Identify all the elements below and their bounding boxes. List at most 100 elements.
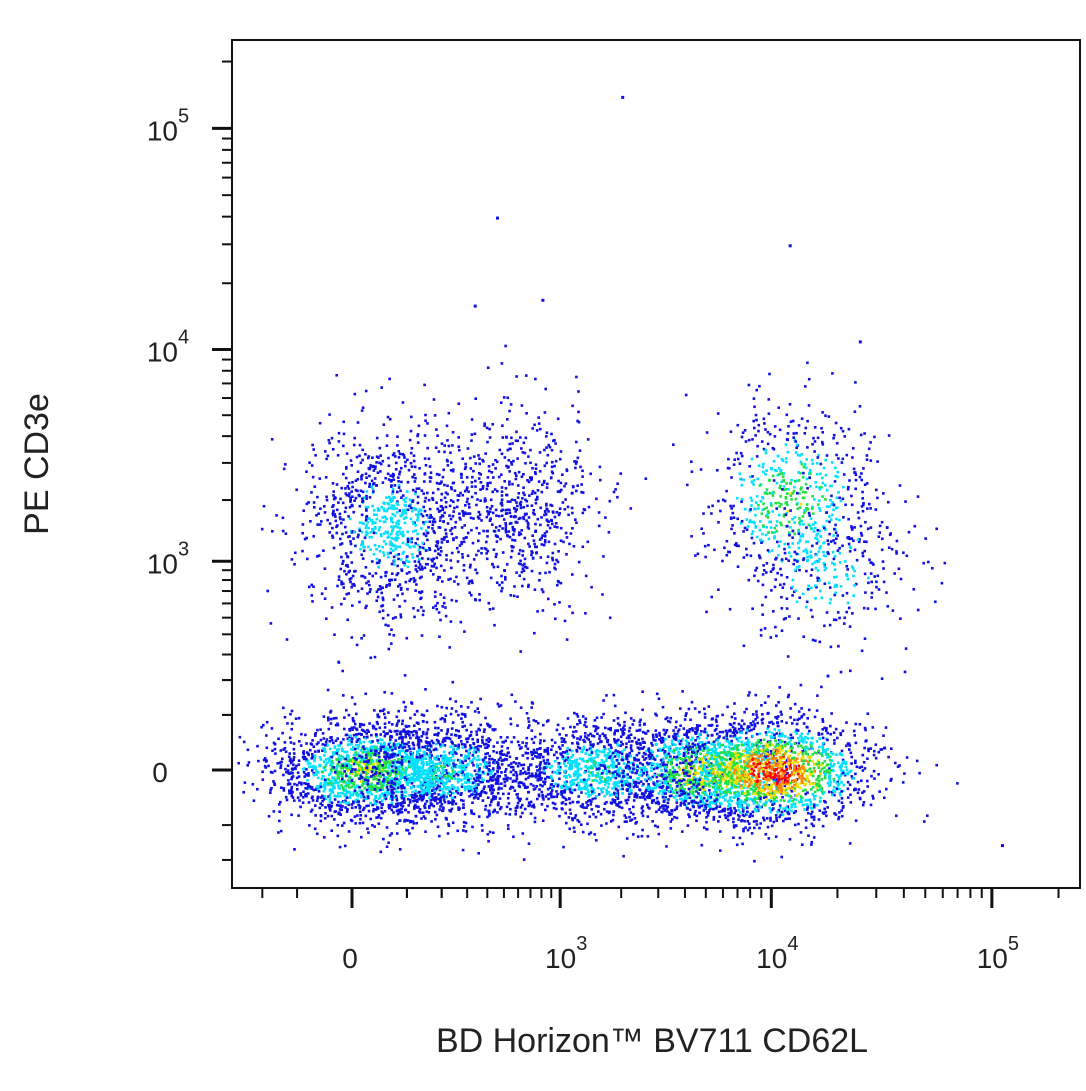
- event-dot: [332, 786, 335, 790]
- event-dot: [357, 800, 361, 803]
- event-dot: [496, 781, 499, 784]
- event-dot: [499, 736, 503, 739]
- event-dot: [458, 766, 461, 769]
- event-dot: [510, 740, 513, 744]
- event-dot: [333, 798, 337, 801]
- event-dot: [380, 810, 384, 813]
- event-dot: [678, 752, 682, 756]
- event-dot: [619, 735, 623, 738]
- event-dot: [391, 769, 394, 773]
- event-dot: [464, 756, 468, 760]
- event-dot: [425, 709, 429, 713]
- event-dot: [470, 812, 474, 815]
- event-dot: [649, 778, 652, 781]
- event-dot: [711, 733, 714, 737]
- event-dot: [621, 732, 625, 735]
- event-dot: [663, 765, 667, 769]
- event-dot: [362, 723, 366, 727]
- event-dot: [711, 800, 715, 804]
- event-dot: [397, 709, 400, 713]
- event-dot: [332, 741, 335, 745]
- event-dot: [407, 730, 410, 733]
- event-dot: [688, 808, 692, 811]
- event-dot: [279, 800, 282, 804]
- event-dot: [441, 716, 444, 720]
- event-dot: [706, 814, 710, 817]
- event-dot: [274, 752, 277, 755]
- event-dot: [685, 743, 689, 746]
- event-dot: [350, 803, 354, 806]
- event-dot: [553, 771, 556, 774]
- event-dot: [564, 764, 567, 768]
- event-dot: [668, 747, 672, 751]
- event-dot: [689, 718, 692, 722]
- event-dot: [512, 761, 516, 764]
- event-dot: [438, 834, 441, 838]
- event-dot: [340, 774, 343, 778]
- event-dot: [611, 756, 614, 760]
- event-dot: [664, 798, 668, 801]
- event-dot: [467, 753, 470, 757]
- event-dot: [447, 774, 450, 778]
- event-dot: [632, 781, 636, 784]
- event-dot: [315, 773, 318, 776]
- event-dot: [603, 734, 606, 738]
- event-dot: [332, 766, 335, 769]
- event-dot: [657, 808, 661, 812]
- event-dot: [385, 732, 389, 736]
- event-dot: [666, 810, 669, 813]
- event-dot: [449, 697, 452, 701]
- event-dot: [445, 818, 448, 821]
- event-dot: [406, 797, 410, 801]
- event-dot: [312, 767, 316, 770]
- event-dot: [622, 780, 625, 783]
- event-dot: [523, 770, 527, 774]
- event-dot: [344, 733, 348, 737]
- event-dot: [585, 801, 588, 804]
- event-dot: [437, 793, 440, 796]
- event-dot: [318, 756, 322, 759]
- event-dot: [347, 781, 351, 785]
- event-dot: [736, 769, 739, 772]
- event-dot: [543, 750, 546, 753]
- event-dot: [400, 796, 404, 800]
- event-dot: [467, 757, 471, 760]
- event-dot: [387, 764, 391, 767]
- event-dot: [362, 780, 366, 783]
- event-dot: [361, 747, 364, 750]
- event-dot: [379, 764, 382, 767]
- event-dot: [669, 716, 673, 720]
- event-dot: [568, 767, 571, 770]
- event-dot: [551, 801, 555, 805]
- event-dot: [404, 766, 408, 770]
- event-dot: [292, 763, 295, 767]
- event-dot: [613, 732, 616, 736]
- event-dot: [472, 741, 475, 745]
- event-dot: [620, 740, 623, 744]
- event-dot: [372, 777, 375, 781]
- event-dot: [740, 790, 744, 794]
- event-dot: [376, 722, 379, 726]
- event-dot: [693, 769, 697, 772]
- event-dot: [463, 777, 466, 780]
- event-dot: [664, 792, 667, 795]
- event-dot: [596, 726, 600, 730]
- event-dot: [482, 778, 485, 782]
- event-dot: [474, 783, 478, 787]
- event-dot: [715, 724, 719, 728]
- event-dot: [534, 772, 538, 775]
- event-dot: [659, 774, 662, 777]
- event-dot: [512, 779, 516, 783]
- event-dot: [428, 796, 431, 800]
- event-dot: [483, 785, 486, 788]
- event-dot: [651, 751, 654, 754]
- event-dot: [451, 764, 455, 768]
- event-dot: [289, 761, 293, 765]
- event-dot: [688, 765, 691, 769]
- event-dot: [429, 743, 432, 747]
- event-dot: [679, 787, 682, 790]
- event-dot: [353, 702, 357, 706]
- event-dot: [692, 764, 696, 768]
- event-dot: [460, 771, 464, 775]
- event-dot: [427, 773, 430, 776]
